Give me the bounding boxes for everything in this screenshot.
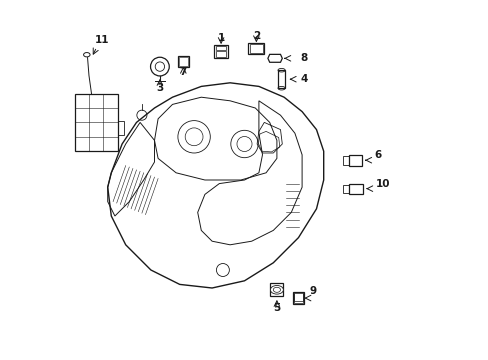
Text: 1: 1 bbox=[217, 33, 224, 43]
Polygon shape bbox=[348, 155, 361, 166]
Ellipse shape bbox=[270, 285, 283, 294]
Polygon shape bbox=[247, 43, 264, 54]
Bar bbox=[277, 70, 285, 88]
Text: 5: 5 bbox=[273, 303, 280, 313]
Text: 9: 9 bbox=[309, 286, 316, 296]
Text: 6: 6 bbox=[373, 150, 381, 160]
Text: 7: 7 bbox=[179, 67, 186, 77]
Text: 3: 3 bbox=[156, 83, 163, 93]
Bar bbox=[270, 283, 283, 296]
Text: 10: 10 bbox=[375, 179, 389, 189]
Text: 8: 8 bbox=[300, 53, 307, 63]
Polygon shape bbox=[348, 184, 362, 194]
Text: 4: 4 bbox=[300, 74, 307, 84]
Polygon shape bbox=[75, 94, 118, 151]
Polygon shape bbox=[292, 292, 303, 304]
Polygon shape bbox=[267, 54, 282, 62]
Polygon shape bbox=[213, 45, 228, 58]
Bar bbox=[118, 121, 124, 135]
Text: 2: 2 bbox=[252, 31, 260, 41]
Text: 11: 11 bbox=[95, 35, 109, 45]
Polygon shape bbox=[107, 83, 323, 288]
